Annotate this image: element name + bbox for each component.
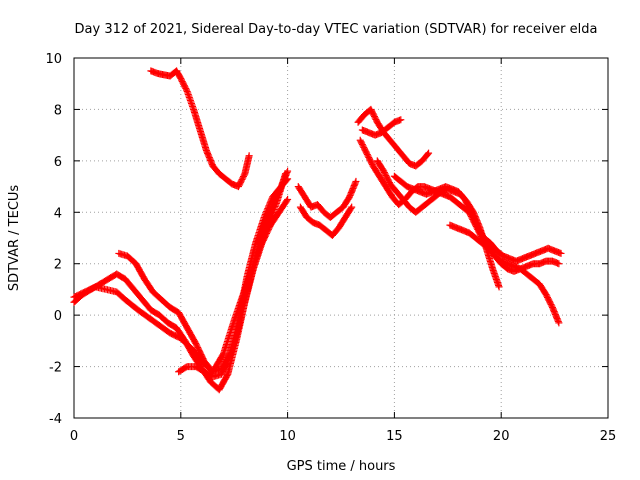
- data-point: [284, 195, 292, 203]
- data-point: [283, 197, 291, 205]
- y-tick-label: 10: [45, 52, 62, 67]
- x-tick-label: 0: [70, 429, 78, 444]
- data-point: [424, 150, 432, 158]
- x-tick-label: 20: [493, 429, 510, 444]
- y-tick-label: -2: [49, 361, 62, 376]
- series-arc5: [175, 167, 292, 381]
- y-axis-label: SDTVAR / TECUs: [7, 185, 22, 292]
- grid: [74, 58, 608, 418]
- series-arc1: [147, 67, 253, 191]
- data-point: [245, 152, 253, 160]
- data-point: [347, 204, 355, 212]
- data-point: [352, 177, 360, 185]
- data-point: [495, 283, 503, 291]
- x-tick-label: 25: [600, 429, 617, 444]
- series-arc12: [390, 172, 565, 265]
- y-tick-label: 8: [54, 103, 62, 118]
- data-point: [348, 203, 356, 211]
- series-arc13: [446, 221, 563, 275]
- x-tick-label: 5: [177, 429, 185, 444]
- series-arc6: [294, 177, 360, 221]
- chart-title: Day 312 of 2021, Sidereal Day-to-day VTE…: [75, 22, 598, 37]
- axis-ticks: 0 5 10 15 20 25 -4 -2 0 2 4 6 8 10: [45, 52, 616, 444]
- series-arc8: [354, 105, 433, 170]
- x-axis-label: GPS time / hours: [287, 459, 396, 474]
- y-tick-label: -4: [49, 412, 62, 427]
- series-arc4: [70, 170, 289, 376]
- y-tick-label: 2: [54, 258, 62, 273]
- data-point: [397, 116, 405, 124]
- y-tick-label: 4: [54, 206, 62, 221]
- data-point: [284, 167, 292, 175]
- y-tick-label: 0: [54, 309, 62, 324]
- series-arc7: [296, 203, 356, 239]
- data-point: [555, 260, 563, 268]
- data-point: [425, 149, 433, 157]
- y-tick-label: 6: [54, 155, 62, 170]
- series-arc3: [115, 175, 292, 376]
- series-arc9: [358, 116, 405, 139]
- x-tick-label: 10: [279, 429, 296, 444]
- data-point: [555, 319, 563, 327]
- data-point: [260, 213, 268, 221]
- x-tick-label: 15: [386, 429, 403, 444]
- data-points: [70, 67, 565, 394]
- data-point: [557, 249, 565, 257]
- plot-frame: [73, 57, 609, 419]
- series-arc10: [356, 136, 563, 327]
